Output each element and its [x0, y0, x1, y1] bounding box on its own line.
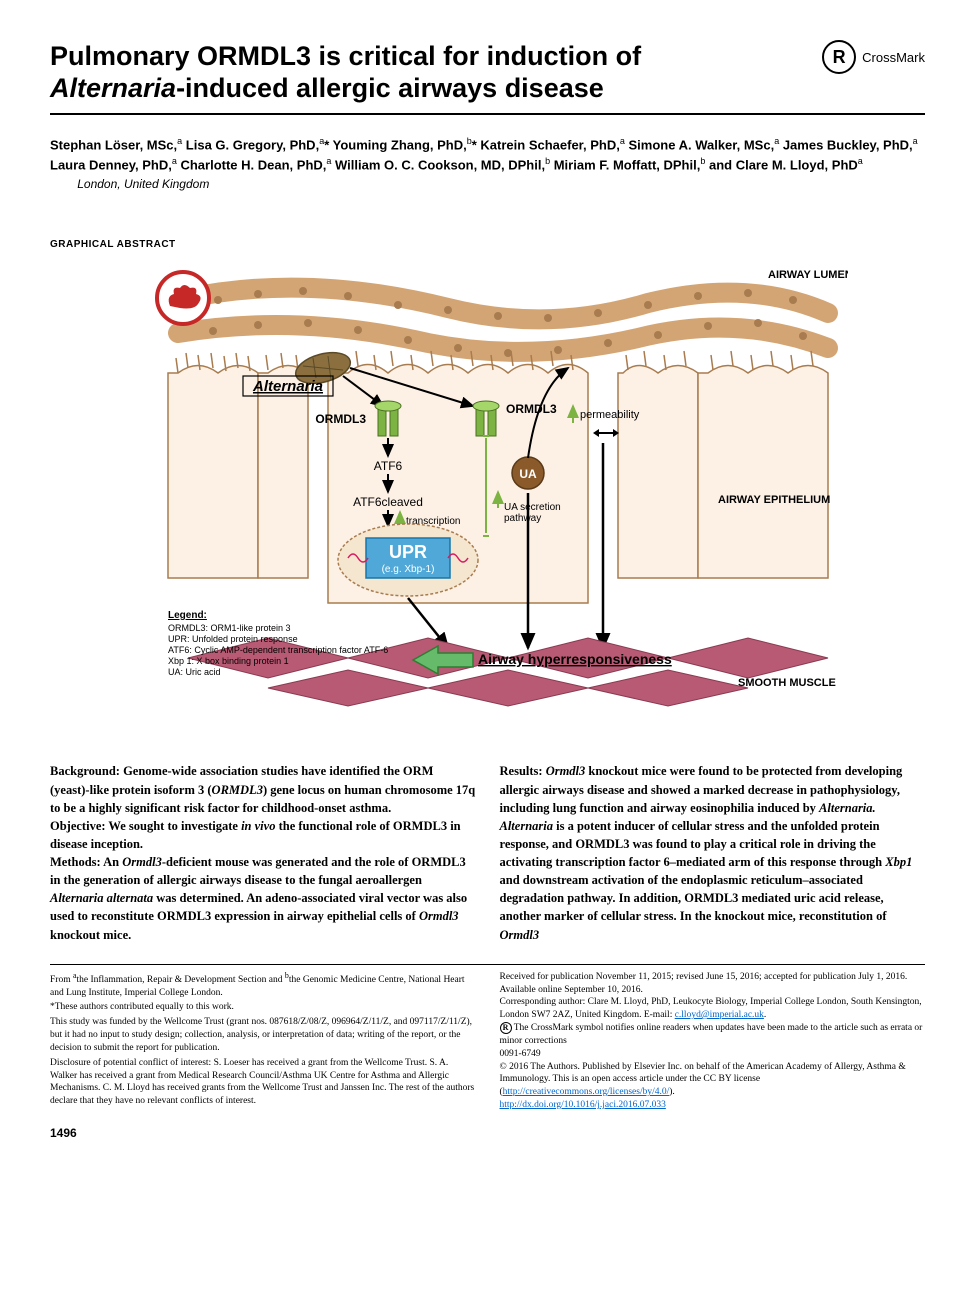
footer-received: Received for publication November 11, 20… [500, 971, 926, 984]
permeability-label: permeability [580, 409, 640, 421]
legend-item: ORMDL3: ORM1-like protein 3 [168, 623, 291, 633]
results-text3: is a potent inducer of cellular stress a… [500, 819, 886, 869]
upr-label: UPR [388, 542, 426, 562]
footer-left: From athe Inflammation, Repair & Develop… [50, 971, 476, 1112]
legend-item: ATF6: Cyclic AMP-dependent transcription… [168, 645, 388, 655]
footer-issn: 0091-6749 [500, 1048, 926, 1061]
results-ital3: Xbp1 [885, 855, 912, 869]
atf6cleaved-label: ATF6cleaved [353, 495, 423, 509]
title-rest: -induced allergic airways disease [176, 73, 604, 103]
graphical-abstract-svg: AIRWAY LUMEN [128, 258, 848, 738]
crossmark-badge[interactable]: R CrossMark [822, 40, 925, 74]
title-header: Pulmonary ORMDL3 is critical for inducti… [50, 40, 925, 115]
results-ital1: Ormdl3 [546, 764, 586, 778]
methods-ital2: Alternaria alternata [50, 891, 153, 905]
ua-secretion-label2: pathway [504, 513, 541, 524]
methods-ital1: Ormdl3 [122, 855, 162, 869]
ormdl3-left-label: ORMDL3 [315, 412, 366, 426]
smooth-muscle-label: SMOOTH MUSCLE [738, 677, 836, 689]
footer-crossmark-text: The CrossMark symbol notifies online rea… [500, 1023, 923, 1046]
crossmark-glyph: R [833, 47, 846, 68]
legend-title: Legend: [168, 610, 207, 621]
results-ital4: Ormdl3 [500, 928, 540, 942]
doi-link[interactable]: http://dx.doi.org/10.1016/j.jaci.2016.07… [500, 1100, 666, 1110]
footer-cc-close: ). [669, 1087, 675, 1097]
ua-secretion-label: UA secretion [504, 502, 561, 513]
cc-license-link[interactable]: http://creativecommons.org/licenses/by/4… [503, 1087, 670, 1097]
crossmark-inline-icon: R [500, 1022, 512, 1034]
methods-label: Methods: [50, 855, 101, 869]
legend-item: UA: Uric acid [168, 667, 221, 677]
legend-item: UPR: Unfolded protein response [168, 634, 298, 644]
objective-text: We sought to investigate [106, 819, 242, 833]
ahr-label: Airway hyperresponsiveness [478, 651, 672, 667]
methods-text: An [101, 855, 123, 869]
legend-item: Xbp 1: X box binding protein 1 [168, 656, 289, 666]
crossmark-icon: R [822, 40, 856, 74]
footer-right: Received for publication November 11, 20… [500, 971, 926, 1112]
footer-corresponding: Corresponding author: Clare M. Lloyd, Ph… [500, 996, 926, 1022]
footer: From athe Inflammation, Repair & Develop… [50, 964, 925, 1112]
background-ital1: ORMDL3 [212, 783, 263, 797]
footer-email-link[interactable]: c.lloyd@imperial.ac.uk [675, 1010, 764, 1020]
authors-location: x [50, 196, 925, 216]
abstract-left-col: Background: Genome-wide association stud… [50, 762, 476, 943]
methods-ital3: Ormdl3 [419, 909, 459, 923]
background-label: Background: [50, 764, 120, 778]
graphical-abstract-label: GRAPHICAL ABSTRACT [50, 239, 925, 250]
results-label: Results: [500, 764, 543, 778]
footer-available: Available online September 10, 2016. [500, 984, 926, 997]
objective-ital: in vivo [241, 819, 275, 833]
airway-lumen-tubes [178, 287, 828, 357]
footer-left-item: This study was funded by the Wellcome Tr… [50, 1016, 476, 1054]
ua-label: UA [519, 467, 537, 481]
page-number: 1496 [50, 1126, 925, 1140]
objective-label: Objective: [50, 819, 106, 833]
abstract-body: Background: Genome-wide association stud… [50, 762, 925, 943]
title-italic: Alternaria [50, 73, 176, 103]
footer-left-item: Disclosure of potential conflict of inte… [50, 1057, 476, 1108]
methods-text4: knockout mice. [50, 928, 131, 942]
abstract-right-col: Results: Ormdl3 knockout mice were found… [500, 762, 926, 943]
authors-list: Stephan Löser, MSc,a Lisa G. Gregory, Ph… [50, 135, 925, 194]
graphical-abstract-figure: AIRWAY LUMEN [128, 258, 848, 738]
ormdl3-right-label: ORMDL3 [506, 402, 557, 416]
title-line1: Pulmonary ORMDL3 is critical for inducti… [50, 41, 641, 71]
upr-sublabel: (e.g. Xbp-1) [381, 564, 434, 575]
footer-left-item: From athe Inflammation, Repair & Develop… [50, 971, 476, 1000]
footer-left-item: *These authors contributed equally to th… [50, 1001, 476, 1014]
airway-lumen-label: AIRWAY LUMEN [768, 269, 848, 281]
footer-copyright: © 2016 The Authors. Published by Elsevie… [500, 1061, 926, 1099]
article-title: Pulmonary ORMDL3 is critical for inducti… [50, 40, 802, 105]
footer-crossmark-note: R The CrossMark symbol notifies online r… [500, 1022, 926, 1048]
airway-epithelium-label: AIRWAY EPITHELIUM [718, 494, 830, 506]
results-text4: and downstream activation of the endopla… [500, 873, 887, 923]
crossmark-label: CrossMark [862, 50, 925, 65]
alternaria-label: Alternaria [251, 378, 322, 395]
atf6-label: ATF6 [373, 459, 402, 473]
